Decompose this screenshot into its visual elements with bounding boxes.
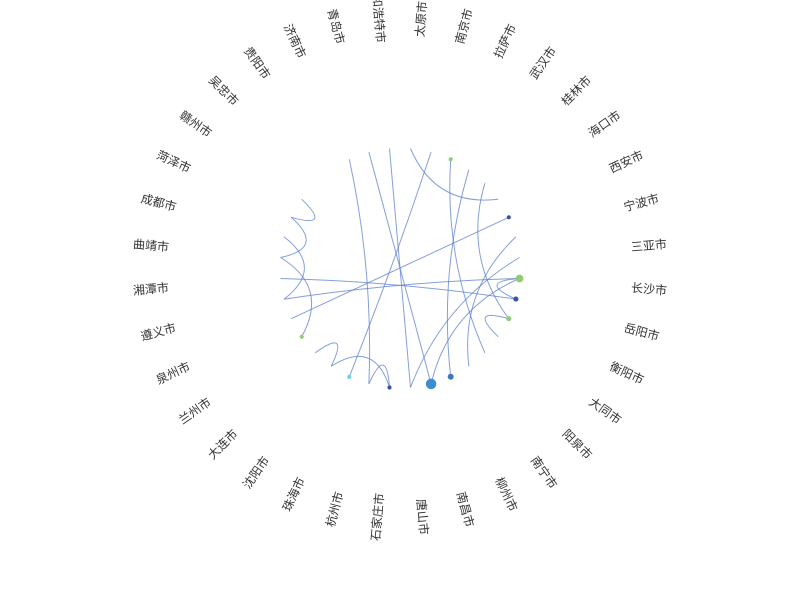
node-2[interactable] — [506, 316, 512, 322]
link-22 — [449, 159, 486, 354]
link-0 — [496, 278, 520, 300]
node-14[interactable] — [299, 334, 304, 339]
link-10 — [368, 364, 390, 388]
node-label-10: 杭州市 — [322, 490, 346, 529]
node-label-23: 贵阳市 — [241, 44, 274, 82]
node-label-25: 青岛市 — [324, 7, 348, 46]
node-label-9: 石家庄市 — [368, 492, 387, 541]
node-29[interactable] — [448, 157, 453, 162]
node-label-30: 武汉市 — [526, 44, 559, 82]
node-label-27: 太原市 — [412, 0, 430, 37]
node-label-16: 遵义市 — [139, 320, 178, 344]
links-layer — [280, 148, 520, 388]
node-label-5: 南宁市 — [528, 453, 561, 491]
node-label-3: 大同市 — [586, 394, 624, 427]
node-label-22: 吴忠市 — [206, 72, 242, 108]
node-label-35: 三亚市 — [630, 236, 667, 254]
nodes-layer — [299, 157, 524, 390]
node-9[interactable] — [387, 385, 392, 390]
link-11 — [330, 355, 390, 388]
node-label-11: 珠海市 — [279, 475, 308, 514]
link-16 — [283, 236, 305, 300]
node-label-34: 宁波市 — [622, 190, 661, 214]
link-12 — [348, 159, 371, 384]
link-13 — [314, 342, 339, 367]
link-17 — [280, 216, 307, 258]
node-label-17: 湘潭市 — [132, 280, 169, 298]
node-1[interactable] — [513, 296, 519, 302]
link-18 — [291, 198, 316, 222]
link-6 — [467, 236, 517, 367]
node-label-4: 阳泉市 — [559, 426, 595, 462]
node-0[interactable] — [515, 274, 524, 283]
link-9 — [410, 257, 520, 388]
node-6[interactable] — [447, 373, 454, 380]
node-label-19: 成都市 — [139, 190, 178, 214]
node-label-20: 菏泽市 — [154, 147, 193, 176]
link-2 — [430, 278, 520, 385]
node-label-6: 柳州市 — [492, 475, 521, 514]
link-14 — [280, 257, 313, 338]
node-label-12: 沈阳市 — [239, 453, 272, 491]
node-label-15: 泉州市 — [153, 358, 192, 387]
node-label-28: 南京市 — [452, 7, 476, 46]
node-label-18: 曲靖市 — [132, 236, 169, 254]
link-4 — [484, 314, 509, 338]
link-7 — [446, 169, 470, 377]
node-label-21: 赣州市 — [177, 107, 215, 140]
node-label-2: 衡阳市 — [608, 358, 647, 387]
node-label-7: 南昌市 — [454, 490, 478, 529]
node-7[interactable] — [425, 378, 437, 390]
link-5 — [477, 182, 510, 319]
node-label-8: 唐山市 — [414, 498, 432, 535]
node-label-14: 兰州市 — [176, 394, 214, 427]
node-label-13: 大连市 — [204, 426, 240, 462]
link-21 — [348, 151, 432, 377]
node-11[interactable] — [347, 374, 352, 379]
node-label-32: 海口市 — [585, 107, 623, 140]
node-label-1: 岳阳市 — [622, 320, 661, 344]
node-label-0: 长沙市 — [630, 280, 667, 298]
node-33[interactable] — [506, 215, 511, 220]
link-20 — [410, 148, 499, 201]
node-label-33: 西安市 — [607, 147, 646, 176]
node-label-31: 桂林市 — [558, 72, 594, 108]
link-3 — [280, 278, 516, 300]
node-label-24: 济南市 — [281, 21, 310, 60]
link-19 — [389, 148, 411, 388]
node-label-26: 和浩特市 — [370, 0, 389, 43]
node-label-29: 拉萨市 — [490, 21, 519, 60]
